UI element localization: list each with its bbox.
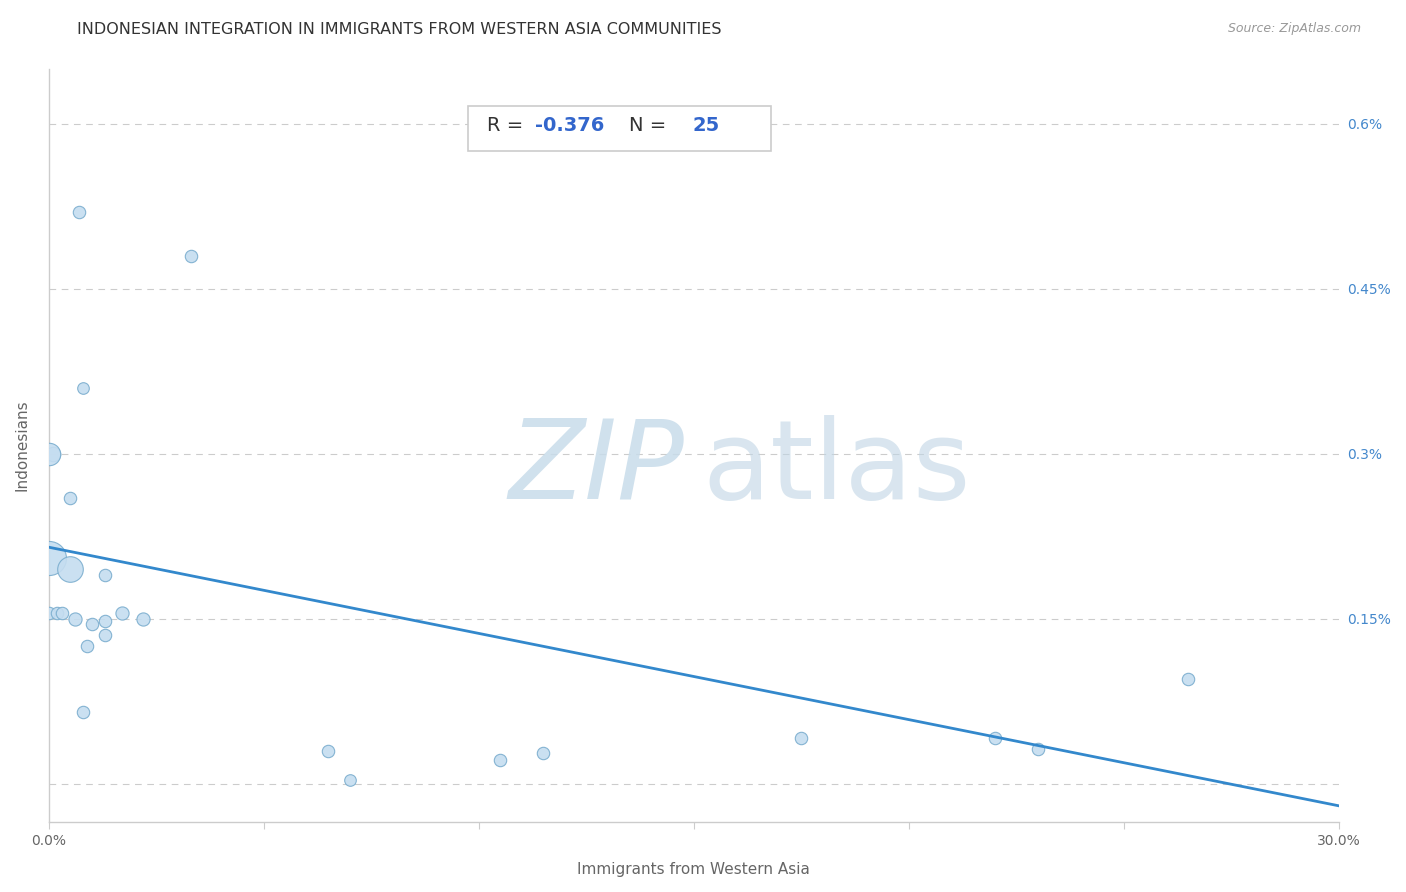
Point xyxy=(59,491,82,505)
Point xyxy=(984,731,1007,745)
Text: Source: ZipAtlas.com: Source: ZipAtlas.com xyxy=(1227,22,1361,36)
Y-axis label: Indonesians: Indonesians xyxy=(15,400,30,491)
Point xyxy=(76,639,98,653)
Point xyxy=(67,204,90,219)
Point xyxy=(46,606,69,620)
Point xyxy=(42,447,65,461)
Text: R =: R = xyxy=(488,116,530,135)
FancyBboxPatch shape xyxy=(468,106,770,152)
Point xyxy=(51,606,73,620)
Point xyxy=(1026,741,1049,756)
Point xyxy=(80,617,103,632)
Point xyxy=(59,562,82,576)
Point xyxy=(111,606,134,620)
Point xyxy=(63,612,86,626)
Text: N =: N = xyxy=(630,116,672,135)
Text: INDONESIAN INTEGRATION IN IMMIGRANTS FROM WESTERN ASIA COMMUNITIES: INDONESIAN INTEGRATION IN IMMIGRANTS FRO… xyxy=(77,22,721,37)
Point xyxy=(38,447,60,461)
Point xyxy=(180,249,202,263)
Point xyxy=(489,753,512,767)
Point xyxy=(1177,672,1199,686)
Text: -0.376: -0.376 xyxy=(536,116,605,135)
Point xyxy=(132,612,155,626)
Point xyxy=(316,744,339,758)
Point xyxy=(790,731,813,745)
Point xyxy=(93,614,115,628)
X-axis label: Immigrants from Western Asia: Immigrants from Western Asia xyxy=(578,862,810,877)
Point xyxy=(531,746,554,760)
Point xyxy=(38,606,60,620)
Point xyxy=(72,381,94,395)
Point xyxy=(93,628,115,642)
Text: atlas: atlas xyxy=(703,415,972,522)
Point xyxy=(38,551,60,566)
Text: 25: 25 xyxy=(693,116,720,135)
Text: ZIP: ZIP xyxy=(509,415,685,522)
Point xyxy=(93,567,115,582)
Point xyxy=(339,773,361,788)
Point xyxy=(72,706,94,720)
